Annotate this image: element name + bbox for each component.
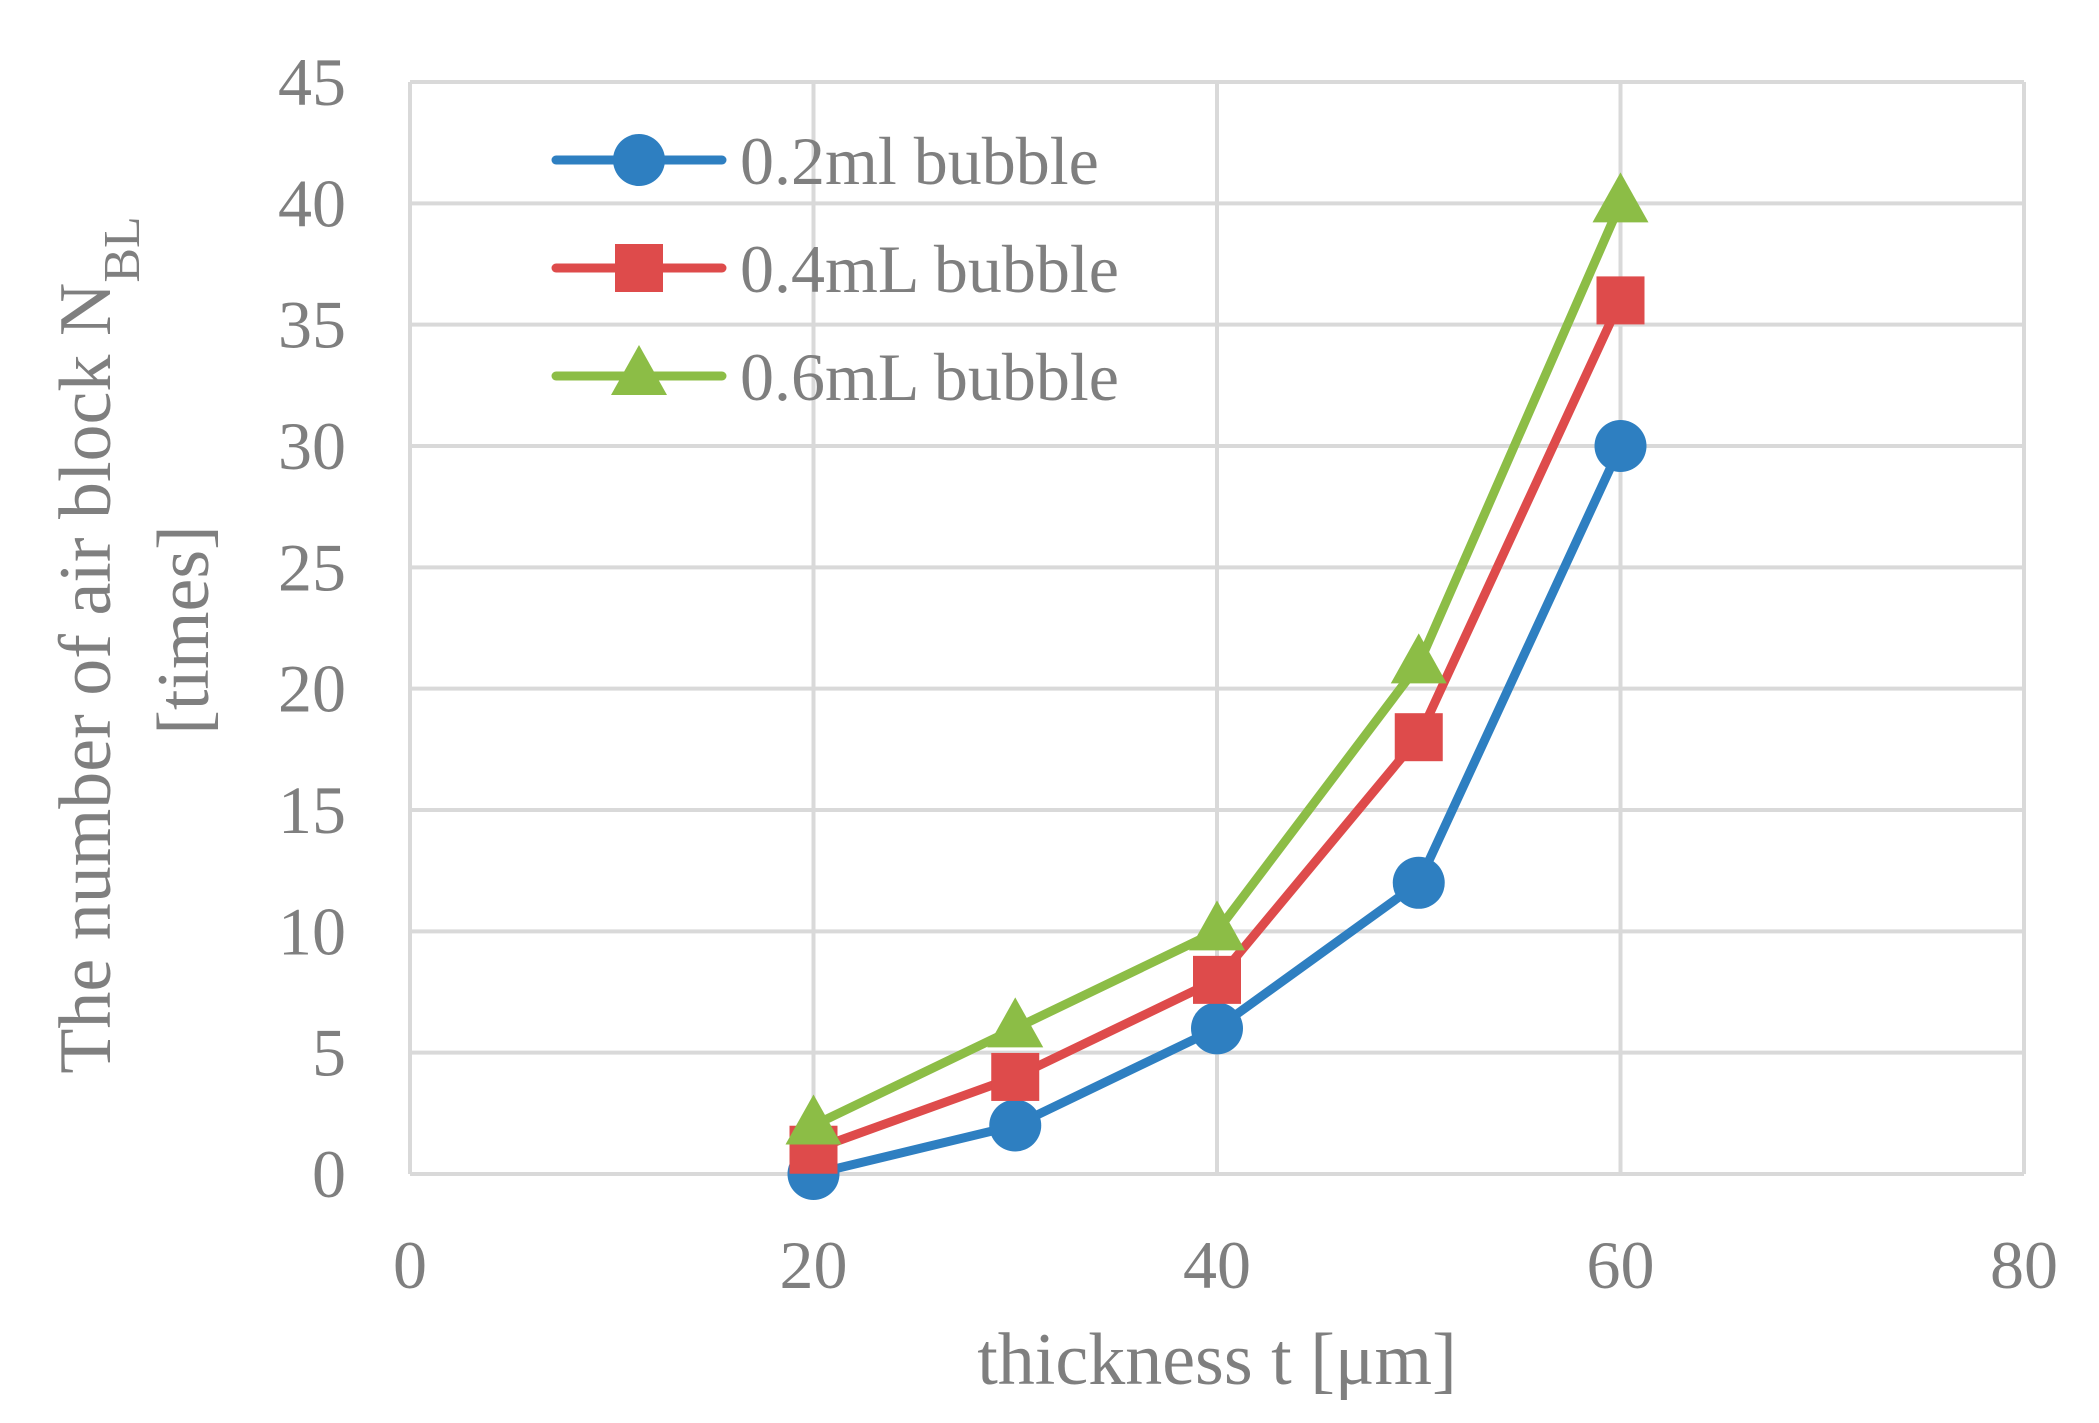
legend-item-1: 0.4mL bubble: [551, 231, 1119, 307]
x-tick-label-0: 0: [393, 1227, 427, 1303]
y-tick-label-3: 15: [278, 772, 346, 848]
series-1-point-3: [1394, 713, 1443, 762]
series-2-point-1: [987, 997, 1044, 1048]
y-tick-label-9: 45: [278, 44, 346, 120]
series-2-point-0: [785, 1094, 842, 1145]
series-1-point-1: [991, 1052, 1040, 1101]
x-tick-label-1: 20: [780, 1227, 848, 1303]
series-1: [789, 276, 1645, 1174]
y-tick-label-7: 35: [278, 287, 346, 363]
y-axis-title-line2: [times]: [143, 525, 225, 735]
legend-item-2: 0.6mL bubble: [551, 339, 1119, 415]
series-1-point-2: [1193, 955, 1241, 1004]
legend-swatch-marker-2: [611, 345, 667, 395]
legend-swatch-marker-1: [615, 244, 663, 292]
series-2-point-4: [1592, 172, 1649, 223]
legend-label-0: 0.2ml bubble: [740, 123, 1099, 199]
y-tick-label-4: 20: [278, 651, 346, 727]
legend-label-2: 0.6mL bubble: [740, 339, 1119, 415]
series-2-point-2: [1189, 900, 1245, 951]
y-axis-title-subscript: BL: [94, 216, 151, 282]
y-tick-label-1: 5: [312, 1015, 346, 1091]
y-tick-label-2: 10: [278, 893, 346, 969]
x-tick-label-4: 80: [1990, 1227, 2058, 1303]
x-tick-label-3: 60: [1587, 1227, 1655, 1303]
y-tick-label-8: 40: [278, 165, 346, 241]
y-axis-title-line1: The number of air block NBL: [45, 216, 151, 1074]
x-tick-labels: 0 20 40 60 80: [393, 1227, 2058, 1303]
series-0-point-4: [1594, 420, 1647, 472]
legend: 0.2ml bubble 0.4mL bubble 0.6mL bubble: [551, 123, 1119, 415]
legend-swatch-marker-0: [613, 134, 665, 186]
x-axis-title: thickness t [μm]: [977, 1319, 1456, 1401]
series-0-point-2: [1191, 1002, 1243, 1055]
series-1-point-4: [1596, 276, 1645, 325]
y-tick-labels: 0 5 10 15 20 25 30 35 40 45: [278, 44, 346, 1212]
x-tick-label-2: 40: [1183, 1227, 1251, 1303]
y-tick-label-6: 30: [278, 408, 346, 484]
series-0-point-3: [1392, 856, 1445, 909]
legend-label-1: 0.4mL bubble: [740, 231, 1119, 307]
series-0-point-1: [989, 1099, 1042, 1152]
series-2-point-3: [1390, 633, 1447, 684]
y-axis-title-main: The number of air block N: [45, 283, 127, 1074]
y-tick-label-0: 0: [312, 1136, 346, 1212]
legend-item-0: 0.2ml bubble: [551, 123, 1099, 199]
data-series: [785, 172, 1649, 1200]
series-2: [785, 172, 1649, 1145]
y-axis-title: The number of air block NBL [times]: [45, 216, 225, 1074]
y-tick-label-5: 25: [278, 529, 346, 605]
